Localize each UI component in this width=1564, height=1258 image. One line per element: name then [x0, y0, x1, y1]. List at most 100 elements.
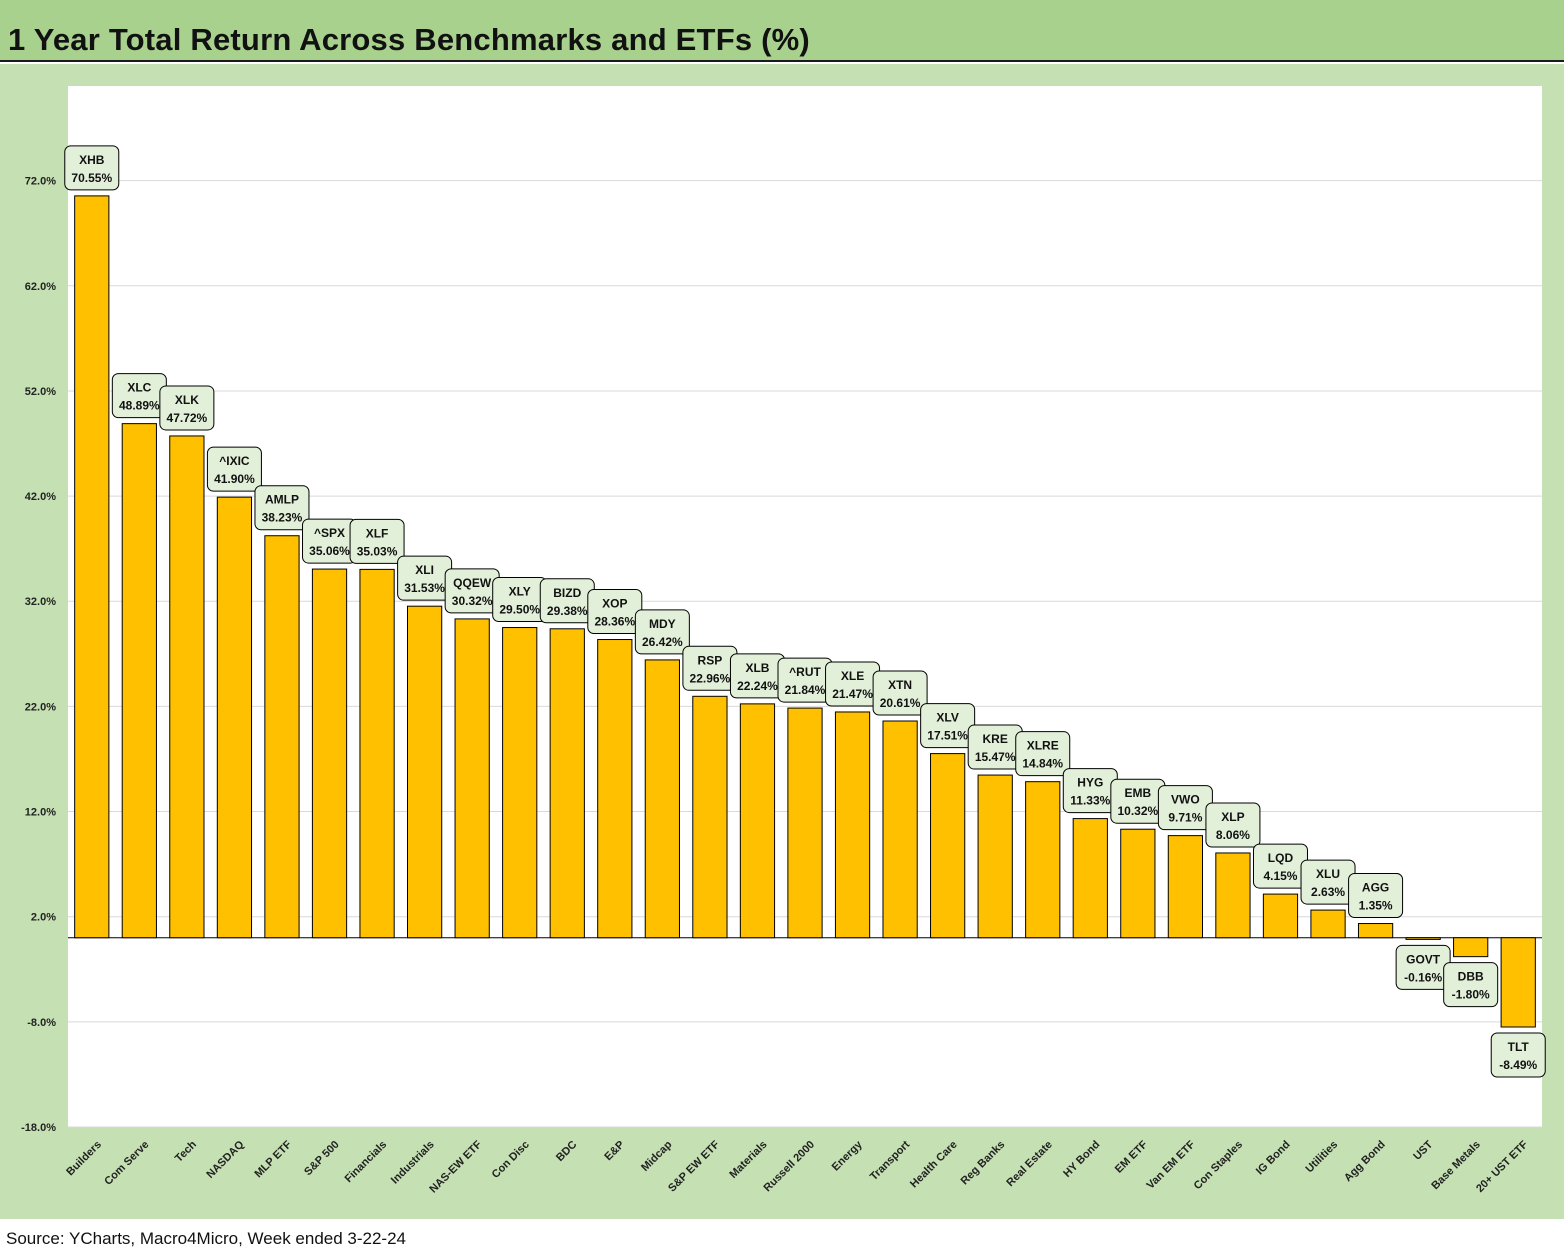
data-label-ticker: XLRE — [1027, 739, 1059, 753]
data-label-value: 35.06% — [309, 544, 350, 558]
x-category-label: EM ETF — [1113, 1138, 1150, 1175]
chart-title: 1 Year Total Return Across Benchmarks an… — [8, 22, 810, 57]
bar[interactable] — [264, 535, 300, 939]
y-tick-label: 42.0% — [25, 491, 56, 503]
data-label-value: -1.80% — [1452, 988, 1490, 1002]
data-label-value: 29.50% — [499, 603, 540, 617]
bar[interactable] — [644, 659, 680, 939]
bar[interactable] — [1025, 781, 1061, 939]
x-category-label: NASDAQ — [204, 1138, 247, 1181]
data-label-ticker: DBB — [1458, 970, 1484, 984]
bar[interactable] — [169, 435, 205, 939]
data-label-value: 30.32% — [452, 594, 493, 608]
bar[interactable] — [597, 639, 633, 939]
bar[interactable] — [311, 568, 348, 939]
y-tick-label: 62.0% — [25, 281, 56, 293]
y-tick-label: 2.0% — [31, 912, 56, 924]
y-tick-label: 32.0% — [25, 596, 56, 608]
data-label-ticker: XLC — [127, 381, 151, 395]
bar[interactable] — [692, 695, 728, 939]
x-category-label: Energy — [830, 1138, 865, 1173]
data-label-value: 20.61% — [880, 696, 921, 710]
data-label-box — [254, 485, 310, 531]
bar[interactable] — [406, 605, 443, 939]
x-category-label: Agg Bond — [1342, 1139, 1388, 1185]
data-label-value: 41.90% — [214, 472, 255, 486]
bar[interactable] — [1072, 818, 1108, 939]
bar[interactable] — [1453, 937, 1489, 958]
data-label-ticker: XLU — [1316, 867, 1340, 881]
x-category-label: Van EM ETF — [1144, 1138, 1197, 1191]
bar[interactable] — [1167, 835, 1204, 939]
bar[interactable] — [1357, 923, 1394, 939]
y-tick-label: 12.0% — [25, 807, 56, 819]
data-label-value: 15.47% — [975, 750, 1016, 764]
bar[interactable] — [739, 703, 776, 939]
source-bar: Source: YCharts, Macro4Micro, Week ended… — [0, 1219, 1564, 1258]
title-bar: 1 Year Total Return Across Benchmarks an… — [0, 0, 1564, 62]
x-category-label: Builders — [64, 1139, 104, 1179]
x-category-label: Materials — [727, 1139, 769, 1181]
data-label-ticker: HYG — [1077, 776, 1103, 790]
data-label-box — [872, 670, 928, 716]
bar[interactable] — [1120, 828, 1156, 939]
x-category-label: Reg Banks — [959, 1139, 1008, 1188]
x-category-label: BDC — [554, 1139, 579, 1164]
y-tick-label: 52.0% — [25, 386, 56, 398]
bar[interactable] — [930, 753, 966, 939]
data-label-ticker: ^IXIC — [219, 454, 250, 468]
bar[interactable] — [216, 496, 253, 939]
bar[interactable] — [787, 707, 823, 939]
data-label-value: 8.06% — [1216, 828, 1250, 842]
y-tick-label: -8.0% — [27, 1017, 56, 1029]
data-label-value: 35.03% — [357, 544, 398, 558]
data-label-box — [1015, 731, 1071, 777]
data-label-ticker: TLT — [1508, 1040, 1530, 1054]
data-label-ticker: QQEW — [453, 576, 492, 590]
data-label-ticker: GOVT — [1406, 952, 1441, 966]
data-label-value: 11.33% — [1070, 794, 1110, 808]
data-label-ticker: AMLP — [265, 493, 299, 507]
bar[interactable] — [454, 618, 490, 939]
data-label-box — [349, 518, 405, 564]
bar[interactable] — [834, 711, 871, 939]
data-label-value: 48.89% — [119, 399, 160, 413]
data-label-value: 21.47% — [832, 687, 873, 701]
x-category-label: MLP ETF — [252, 1138, 294, 1180]
data-label-value: 22.96% — [690, 671, 731, 685]
x-category-label: UST — [1411, 1138, 1435, 1162]
bar[interactable] — [1500, 937, 1536, 1028]
bar[interactable] — [74, 195, 110, 939]
bar[interactable] — [977, 774, 1013, 939]
bar[interactable] — [1405, 937, 1441, 940]
data-label-value: 2.63% — [1311, 885, 1345, 899]
data-label-value: 10.32% — [1117, 804, 1158, 818]
data-label-value: 22.24% — [737, 679, 778, 693]
data-label-ticker: XLK — [175, 393, 199, 407]
x-category-label: Con Disc — [490, 1139, 532, 1181]
data-label-ticker: XLB — [745, 661, 769, 675]
x-category-label: Utilities — [1304, 1139, 1341, 1176]
bar[interactable] — [121, 423, 157, 939]
data-label-value: 1.35% — [1359, 899, 1393, 913]
bar[interactable] — [502, 627, 538, 939]
data-label-ticker: XOP — [602, 597, 627, 611]
data-label-box — [159, 385, 215, 431]
data-label-box — [206, 446, 262, 492]
bar[interactable] — [882, 720, 918, 939]
y-tick-label: -18.0% — [21, 1122, 56, 1134]
bar[interactable] — [1310, 909, 1346, 939]
x-category-label: Transport — [868, 1138, 913, 1183]
data-label-ticker: RSP — [698, 653, 723, 667]
x-category-label: Com Serve — [102, 1139, 151, 1188]
data-label-value: 26.42% — [642, 635, 683, 649]
bar[interactable] — [549, 628, 585, 939]
data-label-value: 47.72% — [167, 411, 208, 425]
bar[interactable] — [1262, 893, 1299, 939]
data-label-ticker: XLV — [936, 711, 958, 725]
x-category-label: Base Metals — [1429, 1139, 1482, 1192]
data-label-ticker: XHB — [79, 153, 105, 167]
y-tick-label: 72.0% — [25, 176, 56, 188]
bar[interactable] — [1215, 852, 1251, 939]
bar[interactable] — [359, 568, 395, 939]
